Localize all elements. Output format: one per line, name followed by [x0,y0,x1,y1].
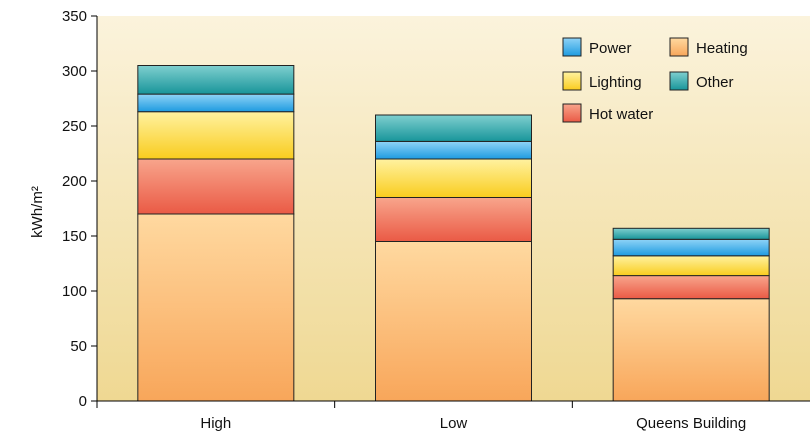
legend-swatch-lighting [562,71,582,91]
x-category-label: Low [440,415,468,432]
bar-segment-high-other [137,65,295,95]
bar-segment-high-power [137,93,295,113]
legend-label-lighting: Lighting [589,74,642,91]
legend-label-hot-water: Hot water [589,106,653,123]
bar-segment-high-lighting [137,111,295,160]
bar-segment-low-power [375,140,532,160]
y-tick-label: 0 [79,393,87,410]
legend-swatch-hot-water [562,103,582,123]
y-tick-label: 350 [62,8,87,25]
bar-segment-queens-building-other [612,227,770,240]
y-tick-label: 300 [62,63,87,80]
bar-segment-low-hot-water [375,197,532,242]
bar-segment-low-other [375,114,532,142]
y-tick-label: 50 [70,338,87,355]
legend-label-other: Other [696,74,734,91]
bar-segment-queens-building-heating [612,298,770,402]
bar-segment-queens-building-hot-water [612,275,770,300]
legend-swatch-other [669,71,689,91]
legend-swatch-heating [669,37,689,57]
bar-segment-high-heating [137,213,295,402]
y-tick-label: 250 [62,118,87,135]
legend-label-power: Power [589,40,632,57]
bar-segment-queens-building-power [612,238,770,257]
y-axis-title: kWh/m² [29,186,46,238]
legend-label-heating: Heating [696,40,748,57]
bar-segment-high-hot-water [137,158,295,215]
y-tick-label: 100 [62,283,87,300]
bar-segment-low-lighting [375,158,532,198]
y-tick-label: 150 [62,228,87,245]
bar-segment-queens-building-lighting [612,255,770,277]
legend-swatch-power [562,37,582,57]
y-tick-label: 200 [62,173,87,190]
x-category-label: Queens Building [636,415,746,432]
x-category-label: High [200,415,231,432]
bar-segment-low-heating [375,241,532,402]
